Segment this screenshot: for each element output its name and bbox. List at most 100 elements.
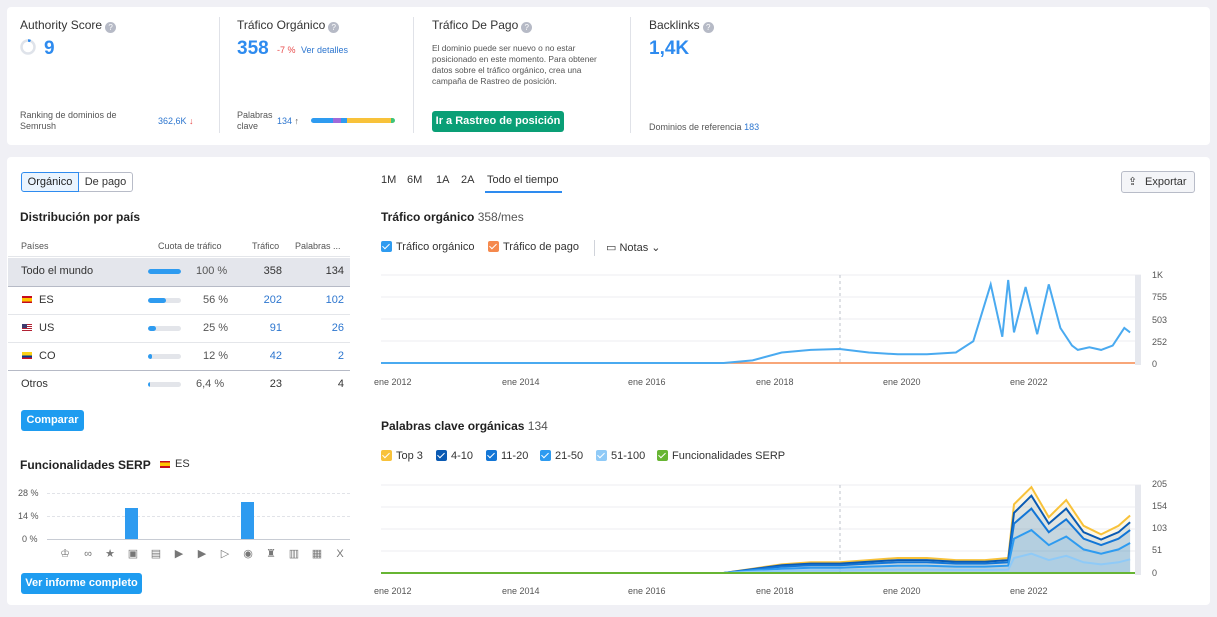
y-tick: 103: [1152, 523, 1168, 533]
col-keywords[interactable]: Palabras ...: [295, 241, 341, 251]
legend-top3[interactable]: Top 3: [381, 450, 423, 462]
legend-paid[interactable]: Tráfico de pago: [488, 241, 579, 253]
star-icon: ★: [105, 548, 115, 560]
range-all[interactable]: Todo el tiempo: [487, 174, 559, 186]
legend-21-50[interactable]: 21-50: [540, 450, 583, 462]
keywords-chart[interactable]: [381, 480, 1141, 580]
paid-traffic-label: Tráfico De Pago?: [432, 18, 533, 33]
x-tick: ene 2016: [628, 586, 666, 596]
y-tick: 503: [1152, 315, 1168, 325]
compare-button[interactable]: Comparar: [21, 410, 84, 431]
video-carousel-icon: ▶: [197, 548, 207, 560]
notes-dropdown[interactable]: ▭ Notas ⌄: [606, 242, 661, 254]
info-icon[interactable]: ?: [702, 22, 714, 33]
table-row[interactable]: US 25 % 91 26: [8, 315, 350, 343]
keywords-value[interactable]: 102: [325, 294, 344, 306]
full-report-button[interactable]: Ver informe completo: [21, 573, 142, 594]
organic-traffic-value[interactable]: 358: [237, 38, 269, 59]
keywords-distribution-bar: [311, 118, 395, 123]
country-name[interactable]: CO: [39, 350, 56, 362]
traffic-value[interactable]: 42: [269, 350, 282, 362]
traffic-chart[interactable]: [381, 270, 1141, 370]
series-line-4[interactable]: [381, 552, 1131, 574]
scroll-handle[interactable]: [1135, 485, 1141, 575]
table-row[interactable]: ES 56 % 202 102: [8, 287, 350, 315]
series-line-2[interactable]: [381, 507, 1131, 574]
checkbox-icon: [436, 450, 447, 461]
info-icon[interactable]: ?: [105, 22, 117, 33]
serp-y-tick: 14 %: [18, 511, 39, 521]
info-icon[interactable]: ?: [521, 22, 533, 33]
position-tracking-button[interactable]: Ir a Rastreo de posición: [432, 111, 564, 132]
serp-gridline: [47, 493, 350, 494]
series-area-3: [381, 530, 1131, 573]
legend-organic[interactable]: Tráfico orgánico: [381, 241, 474, 253]
col-countries: Países: [21, 241, 49, 251]
colombia-flag-icon: [22, 352, 32, 359]
backlinks-value[interactable]: 1,4K: [649, 38, 690, 59]
traffic-value[interactable]: 91: [269, 322, 282, 334]
traffic-value[interactable]: 202: [263, 294, 282, 306]
serp-y-tick: 0 %: [22, 534, 38, 544]
ranking-value[interactable]: 362,6K ↓: [158, 116, 194, 126]
col-share[interactable]: Cuota de tráfico: [158, 241, 222, 251]
legend-11-20[interactable]: 11-20: [486, 450, 528, 462]
referring-domains[interactable]: Dominios de referencia 183: [649, 122, 760, 132]
checkbox-icon: [486, 450, 497, 461]
serp-bar[interactable]: [125, 508, 138, 539]
share-pct: 6,4 %: [196, 378, 225, 390]
details-link[interactable]: Ver detalles: [301, 45, 349, 55]
organic-toggle[interactable]: Orgánico: [21, 172, 79, 192]
divider: [219, 17, 220, 133]
country-name[interactable]: US: [39, 322, 55, 334]
range-2a[interactable]: 2A: [461, 174, 475, 186]
range-1a[interactable]: 1A: [436, 174, 450, 186]
table-row[interactable]: CO 12 % 42 2: [8, 343, 350, 371]
col-traffic[interactable]: Tráfico: [252, 241, 280, 251]
ranking-label: Ranking de dominios de Semrush: [20, 110, 117, 131]
share-bar: [148, 269, 181, 274]
keywords-value[interactable]: 134 ↑: [277, 116, 300, 126]
keywords-value[interactable]: 26: [331, 322, 344, 334]
share-bar: [148, 298, 181, 303]
country-name: Otros: [21, 378, 48, 390]
paid-toggle[interactable]: De pago: [79, 172, 133, 192]
legend-4-10[interactable]: 4-10: [436, 450, 473, 462]
note-icon: ▭: [606, 242, 617, 254]
checkbox-icon: [488, 241, 499, 252]
export-button[interactable]: ⇪ Exportar: [1121, 171, 1195, 193]
info-icon[interactable]: ?: [328, 22, 340, 33]
organic-traffic-change: -7 %: [277, 45, 296, 55]
y-tick: 755: [1152, 292, 1168, 302]
country-name: Todo el mundo: [21, 265, 94, 277]
summary-card: [7, 7, 1210, 145]
legend-serp[interactable]: Funcionalidades SERP: [657, 450, 785, 462]
share-bar: [148, 382, 181, 387]
organic-traffic-label: Tráfico Orgánico?: [237, 18, 340, 33]
series-line-3[interactable]: [381, 528, 1131, 574]
y-tick: 205: [1152, 479, 1168, 489]
document-icon: ▥: [288, 548, 300, 560]
x-tick: ene 2020: [883, 586, 921, 596]
divider: [630, 17, 631, 133]
keywords-label: Palabras clave: [237, 110, 273, 131]
share-bar: [148, 354, 181, 359]
table-row: Otros 6,4 % 23 4: [8, 371, 350, 399]
x-twitter-icon: X: [336, 548, 344, 560]
keywords-value[interactable]: 2: [337, 350, 344, 362]
country-name[interactable]: ES: [39, 294, 54, 306]
share-pct: 56 %: [203, 294, 229, 306]
share-pct: 100 %: [196, 265, 228, 277]
scroll-handle[interactable]: [1135, 275, 1141, 365]
share-bar: [148, 326, 181, 331]
serp-y-tick: 28 %: [18, 488, 39, 498]
checkbox-icon: [381, 241, 392, 252]
range-6m[interactable]: 6M: [407, 174, 423, 186]
image-pack-icon: ▤: [150, 548, 162, 560]
briefcase-icon: ▦: [311, 548, 323, 560]
legend-51-100[interactable]: 51-100: [596, 450, 645, 462]
range-1m[interactable]: 1M: [381, 174, 397, 186]
organic-traffic-line[interactable]: [381, 279, 1131, 364]
serp-bar[interactable]: [241, 502, 254, 539]
table-row[interactable]: Todo el mundo 100 % 358 134: [8, 258, 350, 287]
